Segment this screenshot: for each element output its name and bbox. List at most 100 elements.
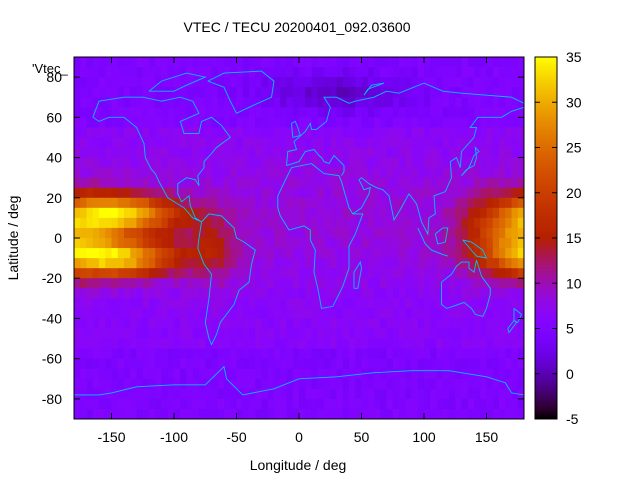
heatmap-cell: [99, 137, 106, 148]
heatmap-cell: [236, 97, 244, 108]
heatmap-cell: [161, 298, 169, 309]
heatmap-cell: [411, 177, 419, 189]
heatmap-cell: [361, 187, 369, 199]
heatmap-cell: [330, 268, 337, 279]
heatmap-cell: [430, 147, 437, 158]
heatmap-cell: [192, 388, 200, 400]
heatmap-cell: [455, 238, 462, 249]
heatmap-cell: [136, 117, 144, 128]
heatmap-cell: [142, 197, 150, 209]
heatmap-cell: [292, 238, 300, 249]
heatmap-cell: [449, 167, 456, 179]
heatmap-cell: [242, 127, 250, 138]
heatmap-cell: [155, 197, 162, 209]
heatmap-cell: [267, 67, 275, 78]
heatmap-cell: [361, 67, 369, 78]
heatmap-cell: [424, 258, 431, 269]
heatmap-cell: [255, 248, 262, 259]
heatmap-cell: [480, 97, 487, 108]
heatmap-cell: [474, 87, 481, 98]
heatmap-cell: [86, 177, 94, 189]
colorbar-tick-label: 20: [566, 185, 582, 201]
heatmap-cell: [486, 67, 494, 78]
heatmap-cell: [217, 107, 225, 118]
heatmap-cell: [486, 308, 494, 319]
heatmap-cell: [424, 238, 431, 249]
heatmap-cell: [349, 368, 356, 380]
y-tick-label: 20: [46, 190, 62, 206]
heatmap-cell: [99, 358, 106, 370]
heatmap-cell: [305, 147, 312, 158]
heatmap-cell: [499, 97, 506, 108]
heatmap-cell: [305, 328, 312, 339]
heatmap-cell: [74, 197, 81, 209]
heatmap-cell: [305, 187, 312, 199]
heatmap-cell: [142, 408, 150, 420]
heatmap-cell: [99, 378, 106, 390]
heatmap-cell: [461, 227, 469, 239]
heatmap-cell: [499, 197, 506, 209]
heatmap-cell: [380, 107, 387, 118]
chart-title: VTEC / TECU 20200401_092.03600: [183, 19, 410, 35]
heatmap-cell: [505, 197, 512, 209]
heatmap-cell: [430, 77, 437, 88]
heatmap-cell: [205, 87, 212, 98]
heatmap-cell: [86, 57, 94, 68]
heatmap-cell: [124, 217, 131, 229]
heatmap-cell: [330, 248, 337, 259]
heatmap-cell: [399, 318, 406, 329]
heatmap-cell: [499, 358, 506, 370]
heatmap-cell: [442, 298, 450, 309]
heatmap-cell: [86, 348, 94, 360]
heatmap-cell: [449, 117, 456, 128]
heatmap-cell: [92, 187, 100, 199]
heatmap-cell: [336, 358, 344, 370]
heatmap-cell: [136, 338, 144, 350]
heatmap-cell: [99, 157, 106, 169]
heatmap-cell: [467, 57, 475, 68]
heatmap-cell: [317, 137, 325, 148]
heatmap-cell: [405, 308, 412, 319]
heatmap-cell: [486, 328, 494, 339]
heatmap-cell: [424, 278, 431, 289]
heatmap-cell: [436, 338, 444, 350]
heatmap-cell: [349, 167, 356, 179]
heatmap-cell: [249, 217, 256, 229]
heatmap-cell: [211, 217, 219, 229]
heatmap-cell: [161, 57, 169, 68]
heatmap-cell: [517, 278, 525, 289]
heatmap-cell: [74, 398, 81, 410]
heatmap-cell: [349, 378, 356, 390]
heatmap-cell: [280, 137, 287, 148]
heatmap-cell: [167, 278, 175, 289]
heatmap-cell: [367, 368, 375, 380]
heatmap-cell: [274, 408, 281, 420]
heatmap-cell: [211, 338, 219, 350]
heatmap-cell: [236, 408, 244, 420]
heatmap-cell: [411, 167, 419, 179]
heatmap-cell: [361, 147, 369, 158]
heatmap-cell: [467, 177, 475, 189]
heatmap-cell: [224, 378, 231, 390]
heatmap-cell: [211, 227, 219, 239]
heatmap-cell: [174, 127, 181, 138]
heatmap-cell: [392, 187, 400, 199]
heatmap-cell: [205, 248, 212, 259]
heatmap-cell: [236, 107, 244, 118]
heatmap-cell: [286, 197, 294, 209]
heatmap-cell: [380, 137, 387, 148]
heatmap-cell: [417, 197, 425, 209]
heatmap-cell: [136, 238, 144, 249]
heatmap-cell: [86, 207, 94, 219]
heatmap-cell: [286, 67, 294, 78]
heatmap-cell: [361, 358, 369, 370]
heatmap-cell: [367, 87, 375, 98]
heatmap-cell: [336, 67, 344, 78]
heatmap-cell: [111, 378, 119, 390]
heatmap-cell: [99, 348, 106, 360]
heatmap-cell: [461, 107, 469, 118]
heatmap-cell: [211, 348, 219, 360]
heatmap-cell: [142, 258, 150, 269]
heatmap-cell: [99, 288, 106, 299]
heatmap-cell: [380, 288, 387, 299]
